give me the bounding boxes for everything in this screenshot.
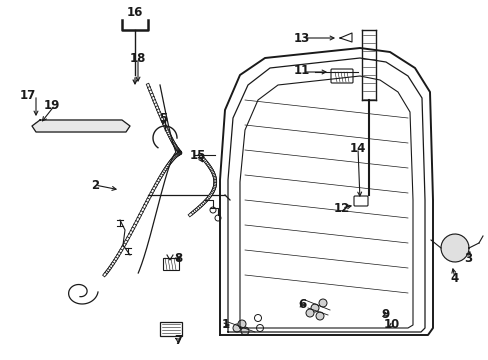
- Circle shape: [215, 215, 221, 221]
- Text: 7: 7: [174, 333, 182, 346]
- Text: 1: 1: [222, 319, 229, 332]
- Text: 17: 17: [20, 89, 36, 102]
- Circle shape: [241, 327, 248, 335]
- Text: 15: 15: [189, 149, 206, 162]
- Text: 11: 11: [293, 63, 309, 77]
- Circle shape: [238, 320, 245, 328]
- Text: 10: 10: [383, 319, 399, 332]
- Polygon shape: [440, 234, 468, 262]
- Circle shape: [75, 121, 85, 131]
- Circle shape: [310, 304, 318, 312]
- Circle shape: [60, 121, 70, 131]
- Text: 5: 5: [159, 112, 167, 125]
- Circle shape: [77, 123, 83, 129]
- Circle shape: [232, 324, 241, 332]
- Text: 6: 6: [297, 298, 305, 311]
- Circle shape: [109, 123, 115, 129]
- Circle shape: [92, 123, 98, 129]
- Text: 13: 13: [293, 32, 309, 45]
- Text: 18: 18: [129, 51, 146, 64]
- Text: 8: 8: [174, 252, 182, 265]
- Text: 9: 9: [380, 309, 388, 321]
- FancyBboxPatch shape: [330, 69, 352, 83]
- Circle shape: [315, 312, 324, 320]
- Circle shape: [45, 121, 55, 131]
- FancyBboxPatch shape: [353, 196, 367, 206]
- Text: 12: 12: [333, 202, 349, 215]
- Circle shape: [107, 121, 117, 131]
- Text: 2: 2: [91, 179, 99, 192]
- Polygon shape: [32, 120, 130, 132]
- Circle shape: [62, 123, 68, 129]
- Bar: [160, 322, 182, 336]
- Circle shape: [447, 241, 461, 255]
- Circle shape: [254, 315, 261, 321]
- Circle shape: [256, 324, 263, 332]
- Circle shape: [35, 122, 41, 130]
- Bar: [163, 258, 179, 270]
- Circle shape: [47, 123, 53, 129]
- Text: 14: 14: [349, 141, 366, 154]
- Circle shape: [209, 207, 216, 213]
- Circle shape: [318, 299, 326, 307]
- Text: 19: 19: [44, 99, 60, 112]
- Circle shape: [90, 121, 100, 131]
- Text: 4: 4: [450, 271, 458, 284]
- Text: 16: 16: [126, 5, 143, 18]
- Circle shape: [305, 309, 313, 317]
- Text: 3: 3: [463, 252, 471, 265]
